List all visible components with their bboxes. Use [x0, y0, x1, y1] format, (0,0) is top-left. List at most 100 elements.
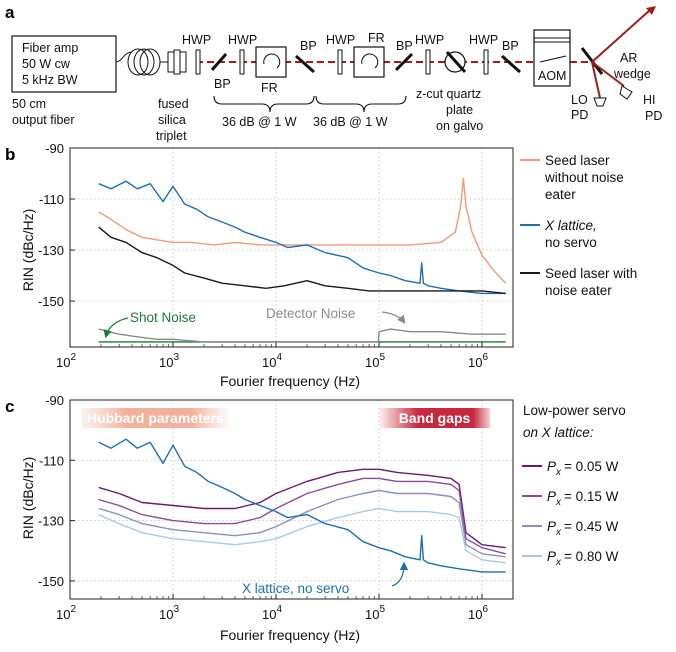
x-tick-label: 106: [468, 352, 488, 370]
hwp-2-label: HWP: [228, 33, 257, 47]
ar-wedge-label-1: AR: [620, 51, 637, 65]
lo-pd-label-2: PD: [571, 108, 588, 122]
fiber-caption-1: 50 cm: [12, 97, 46, 111]
fused-caption-1: fused: [158, 97, 189, 111]
bp-3-label: BP: [396, 39, 413, 53]
quartz-caption-3: on galvo: [436, 119, 483, 133]
hi-photodiode-icon: [619, 85, 633, 100]
panel-c-legend: Low-power servo on X lattice: Px = 0.05 W…: [522, 403, 626, 568]
panel-c: c Hubbard parameters Band gaps 102 103 104 1…: [5, 393, 626, 643]
fiber-amp-line-2: 50 W cw: [22, 57, 71, 71]
faraday-rotator-2-icon: [353, 46, 385, 78]
x-tick-label: 103: [159, 352, 179, 370]
band-label: Band gaps: [399, 410, 471, 426]
y-tick-label: -90: [45, 393, 64, 408]
panel-label-a: a: [5, 3, 15, 22]
legend-seed-3: eater: [545, 187, 576, 202]
legend-var: P: [547, 519, 556, 534]
bp-2-icon: [295, 54, 315, 74]
lo-photodiode-icon: [593, 97, 607, 107]
legend-sub: x: [555, 527, 562, 538]
c-series-line-2: [98, 489, 506, 558]
hi-pd-label-2: PD: [645, 109, 662, 123]
x-tick-exponent: 2: [70, 604, 76, 615]
legend-item-label: Px = 0.15 W: [547, 489, 619, 508]
panel-c-xlabel: Fourier frequency (Hz): [220, 627, 360, 643]
isolator-2-bracket: [315, 95, 407, 113]
panel-b-ylabel: RIN (dBc/Hz): [20, 209, 36, 291]
fr-2-label: FR: [368, 31, 385, 45]
legend-sub: x: [555, 467, 562, 478]
bp-4-icon: [501, 54, 521, 74]
hwp-5-label: HWP: [469, 33, 498, 47]
y-tick-label: -90: [45, 141, 64, 156]
panel-c-ylabel: RIN (dBc/Hz): [20, 457, 36, 539]
c-series-line-3: [98, 507, 506, 564]
panel-b-grid: [70, 148, 513, 347]
panel-b-frame: [69, 147, 514, 348]
x-tick-exponent: 5: [379, 352, 385, 363]
hwp-3-icon: [337, 49, 343, 75]
hi-pd-label-1: HI: [643, 93, 656, 107]
fused-caption-3: triplet: [156, 129, 187, 143]
legend-seed-1: Seed laser: [545, 153, 610, 168]
isolator-2-caption: 36 dB @ 1 W: [313, 115, 388, 129]
triplet-lens-icon: [167, 49, 187, 75]
beam-lo: [591, 61, 601, 99]
x-tick-exponent: 3: [173, 604, 179, 615]
x-tick-label: 104: [262, 352, 282, 370]
x-tick-exponent: 3: [173, 352, 179, 363]
rotate-1-icon: [263, 53, 281, 69]
panel-c-legend-items: Px = 0.05 WPx = 0.15 WPx = 0.45 WPx = 0.80 W: [522, 459, 619, 568]
x-tick-label: 105: [365, 352, 385, 370]
quartz-caption-1: z-cut quartz: [416, 87, 481, 101]
beam-arrowhead-icon: [646, 6, 656, 15]
legend-var: P: [547, 549, 556, 564]
legend-c-title-1: Low-power servo: [523, 403, 626, 418]
xlattice-annotation-label: X lattice, no servo: [242, 581, 349, 596]
rotate-2-icon: [361, 53, 379, 69]
fused-caption-2: silica: [158, 113, 186, 127]
panel-c-frame: [69, 399, 514, 600]
fiber-caption-2: output fiber: [12, 113, 75, 127]
legend-value: = 0.80 W: [564, 549, 619, 564]
bp-4-label: BP: [502, 39, 519, 53]
legend-xlattice-2: no servo: [545, 235, 597, 250]
ar-wedge-label-2: wedge: [613, 67, 651, 81]
detector-noise-arrow: [381, 311, 406, 324]
xlattice-annotation-arrow: [391, 561, 409, 587]
legend-c-title-2-text: on X lattice:: [523, 425, 594, 440]
x-tick-exponent: 6: [482, 604, 488, 615]
band-bar: [81, 408, 230, 428]
fiber-coil-icon: [115, 48, 168, 76]
legend-sub: x: [555, 497, 562, 508]
quartz-caption-2: plate: [446, 103, 473, 117]
panel-b-series: [98, 177, 507, 343]
y-tick-label: -110: [39, 453, 64, 468]
x-tick-exponent: 5: [379, 604, 385, 615]
band-bar: [378, 408, 491, 428]
legend-var: P: [547, 489, 556, 504]
fr-1-label: FR: [261, 81, 278, 95]
x-tick-label: 104: [262, 604, 282, 622]
y-tick-label: -110: [39, 192, 64, 207]
x-tick-label: 105: [365, 604, 385, 622]
panel-c-series: [98, 438, 506, 573]
panel-c-bands: Hubbard parameters Band gaps: [81, 408, 491, 428]
x-tick-exponent: 2: [70, 352, 76, 363]
fiber-amp-line-1: Fiber amp: [22, 41, 78, 55]
x-tick-label: 106: [468, 604, 488, 622]
shot-noise-arrow: [103, 317, 129, 339]
legend-eater-2: noise eater: [545, 283, 612, 298]
legend-sub: x: [555, 557, 562, 568]
bp-1-icon: [210, 53, 228, 71]
legend-value: = 0.05 W: [564, 459, 619, 474]
hwp-4-label: HWP: [415, 33, 444, 47]
bp-3-icon: [394, 52, 414, 72]
beam-hi: [591, 61, 625, 87]
aom-beam-icon: [539, 55, 567, 63]
b-series-line-4: [98, 328, 506, 343]
x-tick-exponent: 6: [482, 352, 488, 363]
bp-2-label: BP: [300, 39, 317, 53]
